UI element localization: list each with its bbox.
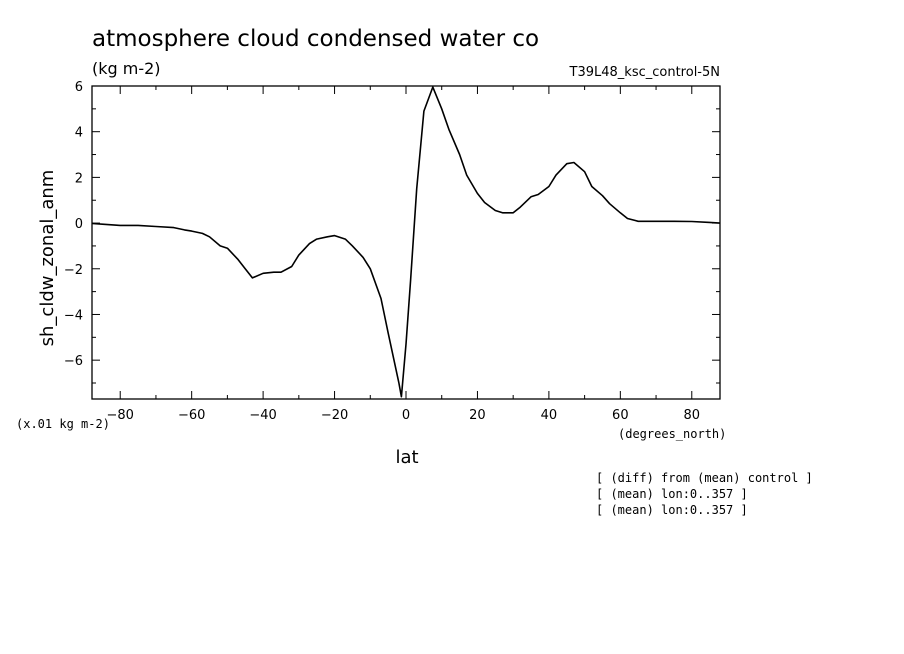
y-tick-label: 2	[75, 171, 83, 186]
y-scale-note: (x.01 kg m-2)	[16, 417, 110, 431]
data-line	[91, 86, 721, 398]
x-tick-label: −40	[249, 408, 276, 423]
note-line-2: [ (mean) lon:0..357 ]	[596, 487, 748, 501]
x-tick-label: 60	[612, 408, 629, 423]
x-units-label: (degrees_north)	[618, 427, 726, 441]
note-line-1: [ (diff) from (mean) control ]	[596, 471, 813, 485]
y-axis-label: sh_cldw_zonal_anm	[37, 170, 58, 347]
x-tick-label: −60	[178, 408, 205, 423]
experiment-label: T39L48_ksc_control-5N	[569, 65, 720, 80]
chart-title: atmosphere cloud condensed water co	[92, 26, 539, 52]
y-tick-label: −4	[64, 308, 83, 323]
x-tick-label: 80	[684, 408, 701, 423]
x-tick-label: 20	[469, 408, 486, 423]
y-tick-label: −6	[64, 354, 83, 369]
y-axis: −6 −4 −2 0 2 4 6	[64, 80, 720, 369]
y-tick-label: 4	[75, 126, 83, 141]
minor-ticks	[92, 86, 720, 399]
x-tick-label: −80	[107, 408, 134, 423]
x-axis-label: lat	[395, 447, 418, 468]
y-tick-label: 6	[75, 80, 83, 95]
x-tick-label: 40	[541, 408, 558, 423]
x-tick-label: −20	[321, 408, 348, 423]
note-line-3: [ (mean) lon:0..357 ]	[596, 503, 748, 517]
chart-subtitle: (kg m-2)	[92, 59, 161, 78]
x-axis: −80 −60 −40 −20 0 20 40 60 80	[107, 86, 701, 423]
x-tick-label: 0	[402, 408, 410, 423]
y-tick-label: 0	[75, 217, 83, 232]
y-tick-label: −2	[64, 263, 83, 278]
